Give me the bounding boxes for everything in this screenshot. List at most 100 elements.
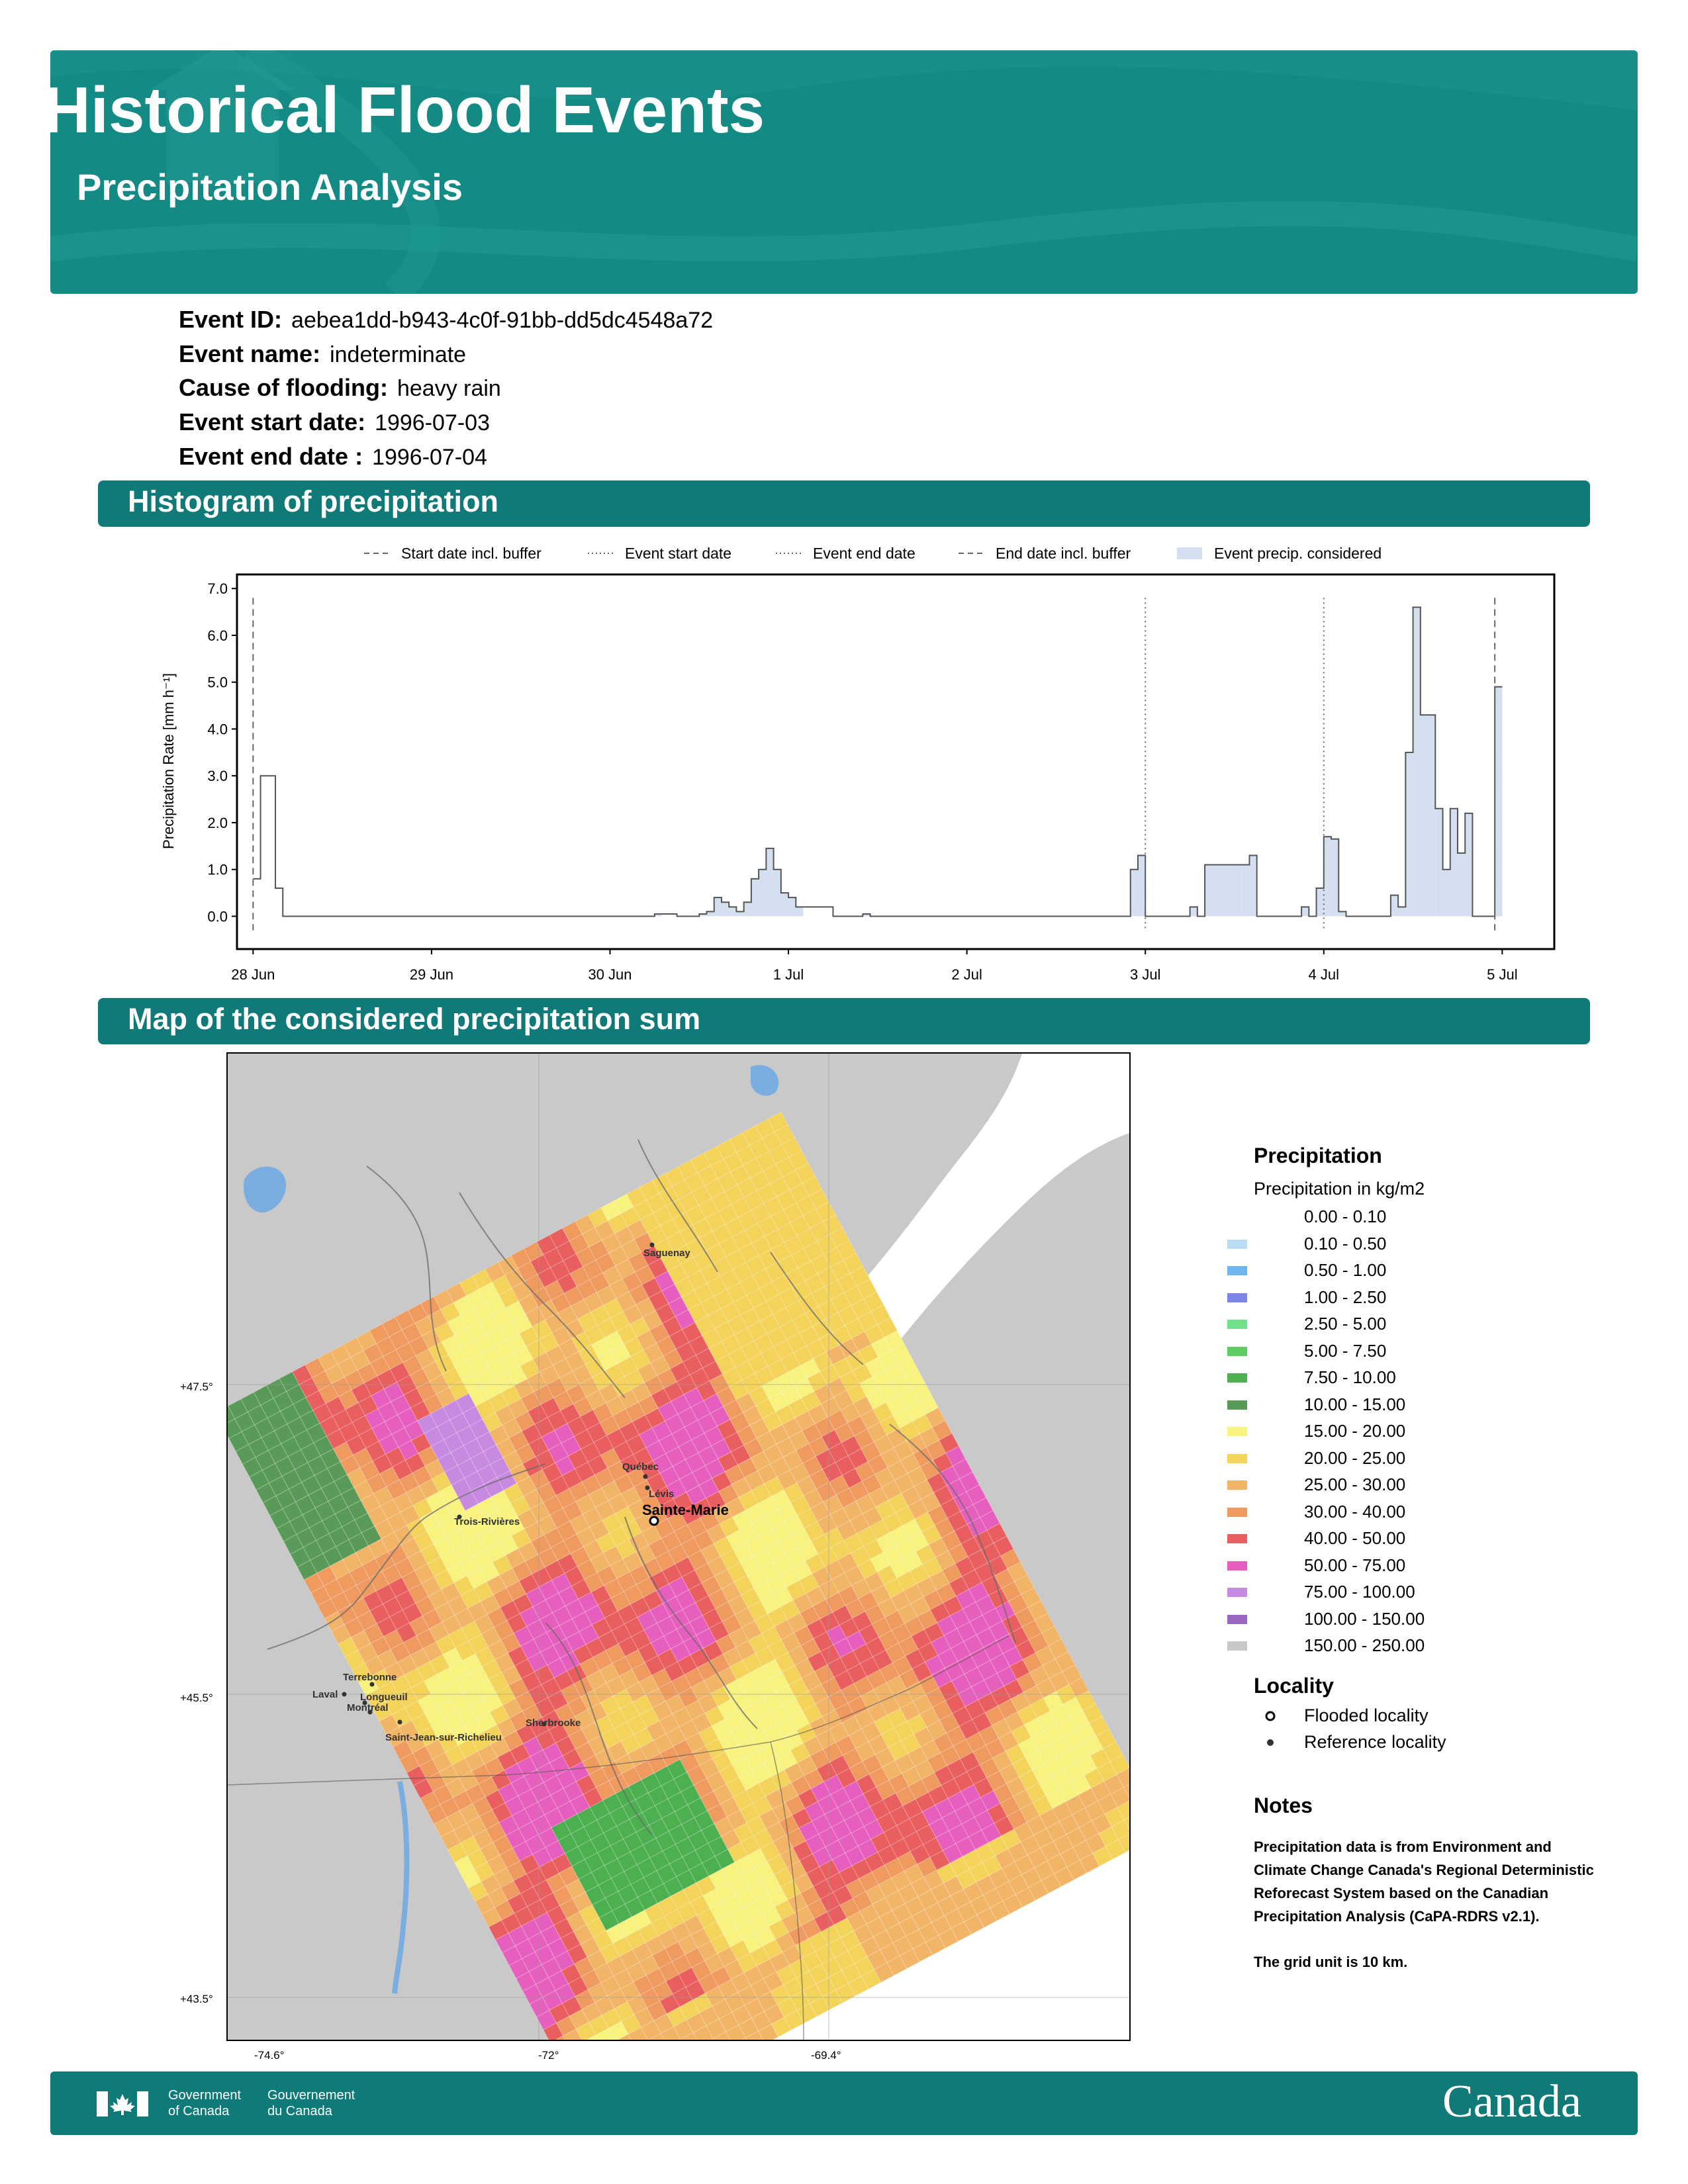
considered-precip-bar bbox=[1219, 864, 1227, 917]
reservoir-north bbox=[751, 1065, 779, 1096]
gov-fr: Gouvernement du Canada bbox=[267, 2087, 355, 2119]
precip-bin-swatch bbox=[1227, 1427, 1247, 1436]
histogram-section-bar: Histogram of precipitation bbox=[98, 480, 1590, 527]
precip-step-line bbox=[253, 606, 1503, 917]
precip-bin-label: 0.00 - 0.10 bbox=[1304, 1206, 1387, 1226]
event-start-label: Event start date: bbox=[179, 408, 366, 435]
event-name-row: Event name: indeterminate bbox=[179, 340, 466, 368]
flooded-locality-label: Flooded locality bbox=[1304, 1705, 1429, 1725]
event-end-value: 1996-07-04 bbox=[372, 445, 487, 470]
notes-grid-unit: The grid unit is 10 km. bbox=[1254, 1953, 1408, 1970]
precipitation-grid bbox=[228, 1111, 1129, 2040]
x-tick-label: 29 Jun bbox=[410, 966, 453, 983]
precip-bin-swatch bbox=[1227, 1266, 1247, 1275]
precip-legend-title: Precipitation bbox=[1254, 1144, 1382, 1167]
event-name-value: indeterminate bbox=[330, 342, 467, 367]
x-tick-label: 28 Jun bbox=[231, 966, 275, 983]
considered-precip-bar bbox=[729, 907, 737, 917]
precipitation-map[interactable]: Saguenay Québec Lévis Sainte-Marie Trois-Riv… bbox=[226, 1052, 1131, 2041]
locality-label: Sherbrooke bbox=[526, 1717, 581, 1729]
event-name-label: Event name: bbox=[179, 340, 321, 367]
precip-bin-entry: 7.50 - 10.00 bbox=[1227, 1364, 1624, 1391]
considered-precip-bar bbox=[1405, 752, 1413, 917]
legend-entry: Event precip. considered bbox=[1177, 545, 1382, 562]
legend-entry: Event end date bbox=[776, 545, 915, 562]
precip-bin-label: 15.00 - 20.00 bbox=[1304, 1421, 1406, 1441]
considered-precip-bar bbox=[1235, 864, 1243, 917]
considered-precip-bar bbox=[1442, 869, 1450, 917]
considered-precip-bar bbox=[1137, 855, 1146, 917]
considered-precip-bar bbox=[1413, 607, 1421, 917]
precip-bin-label: 0.50 - 1.00 bbox=[1304, 1260, 1387, 1280]
precip-bin-label: 50.00 - 75.00 bbox=[1304, 1555, 1406, 1575]
notes-text: Precipitation data is from Environment a… bbox=[1254, 1838, 1594, 1925]
x-tick-label: 30 Jun bbox=[588, 966, 632, 983]
precip-bin-entry: 100.00 - 150.00 bbox=[1227, 1606, 1624, 1633]
precip-bin-swatch bbox=[1227, 1534, 1247, 1543]
considered-precip-bar bbox=[1495, 686, 1503, 917]
precip-bin-label: 1.00 - 2.50 bbox=[1304, 1287, 1387, 1307]
gov-fr-line1: Gouvernement bbox=[267, 2088, 355, 2103]
precip-bin-label: 0.10 - 0.50 bbox=[1304, 1233, 1387, 1253]
legend-entry: End date incl. buffer bbox=[959, 545, 1131, 562]
reference-locality-marker bbox=[397, 1719, 402, 1725]
precip-bin-entry: 25.00 - 30.00 bbox=[1227, 1471, 1624, 1498]
considered-precip-bar bbox=[699, 913, 707, 917]
precip-bin-swatch bbox=[1227, 1507, 1247, 1517]
precip-bin-entry: 20.00 - 25.00 bbox=[1227, 1445, 1624, 1472]
precip-bin-entry: 0.00 - 0.10 bbox=[1227, 1203, 1624, 1230]
precip-bin-swatch bbox=[1227, 1400, 1247, 1410]
considered-precip-bar bbox=[751, 878, 759, 917]
considered-precip-bar bbox=[773, 869, 781, 917]
map-legend: Precipitation Precipitation in kg/m2 0.0… bbox=[1227, 1144, 1624, 1974]
plot-frame bbox=[236, 573, 1556, 950]
event-start-value: 1996-07-03 bbox=[375, 410, 490, 435]
locality-label: Terrebonne bbox=[343, 1672, 397, 1683]
considered-precip-bar bbox=[1398, 907, 1406, 917]
locality-label: Longueuil bbox=[360, 1692, 408, 1703]
considered-precip-bar bbox=[1316, 888, 1324, 917]
y-tick-label: 6.0 bbox=[207, 627, 228, 644]
considered-precip-bar bbox=[1227, 864, 1235, 917]
report-title: Historical Flood Events bbox=[44, 73, 765, 146]
y-tick-label: 7.0 bbox=[207, 580, 228, 597]
considered-precip-bar bbox=[1428, 715, 1436, 917]
legend-swatch bbox=[1177, 547, 1202, 559]
event-end-label: Event end date : bbox=[179, 443, 363, 470]
precip-bin-swatch bbox=[1227, 1293, 1247, 1302]
considered-precip-bar bbox=[1190, 907, 1197, 917]
precip-bin-entry: 30.00 - 40.00 bbox=[1227, 1498, 1624, 1525]
map-section-title: Map of the considered precipitation sum bbox=[128, 1002, 701, 1036]
header-decoration bbox=[50, 50, 1638, 294]
precip-bin-list: 0.00 - 0.10 0.10 - 0.50 0.50 - 1.00 1.00 - … bbox=[1227, 1203, 1624, 1659]
legend-label: Start date incl. buffer bbox=[401, 545, 541, 562]
event-cause-row: Cause of flooding: heavy rain bbox=[179, 374, 501, 402]
canada-wordmark: Canada bbox=[1442, 2076, 1581, 2127]
legend-label: Event end date bbox=[813, 545, 915, 562]
considered-precip-bar bbox=[780, 893, 789, 917]
precip-bin-swatch bbox=[1227, 1641, 1247, 1651]
precip-bin-swatch bbox=[1227, 1320, 1247, 1329]
considered-precip-bar bbox=[788, 897, 796, 917]
locality-legend-title: Locality bbox=[1254, 1673, 1334, 1698]
reference-locality-marker-icon bbox=[1267, 1739, 1274, 1746]
locality-label: Saguenay bbox=[643, 1248, 691, 1259]
y-tick-label: 2.0 bbox=[207, 815, 228, 831]
precip-bin-label: 150.00 - 250.00 bbox=[1304, 1635, 1425, 1655]
considered-precip-bar bbox=[759, 869, 767, 917]
event-id-label: Event ID: bbox=[179, 306, 283, 333]
locality-label: Laval bbox=[312, 1689, 338, 1700]
considered-precip-bar bbox=[1435, 808, 1443, 917]
considered-precip-bar bbox=[1450, 808, 1458, 917]
considered-precip-bar bbox=[1323, 837, 1332, 917]
locality-label: Montréal bbox=[347, 1702, 389, 1713]
event-id-value: aebea1dd-b943-4c0f-91bb-dd5dc4548a72 bbox=[291, 308, 714, 333]
considered-precip-bar bbox=[1205, 864, 1213, 917]
precip-bin-entry: 40.00 - 50.00 bbox=[1227, 1525, 1624, 1552]
precip-bin-label: 40.00 - 50.00 bbox=[1304, 1528, 1406, 1548]
precip-bin-label: 7.50 - 10.00 bbox=[1304, 1367, 1396, 1387]
precipitation-histogram: Start date incl. buffer Event start date E… bbox=[160, 545, 1556, 983]
report-header bbox=[50, 50, 1638, 294]
precip-bin-swatch bbox=[1227, 1239, 1247, 1249]
precip-bin-swatch bbox=[1227, 1453, 1247, 1463]
